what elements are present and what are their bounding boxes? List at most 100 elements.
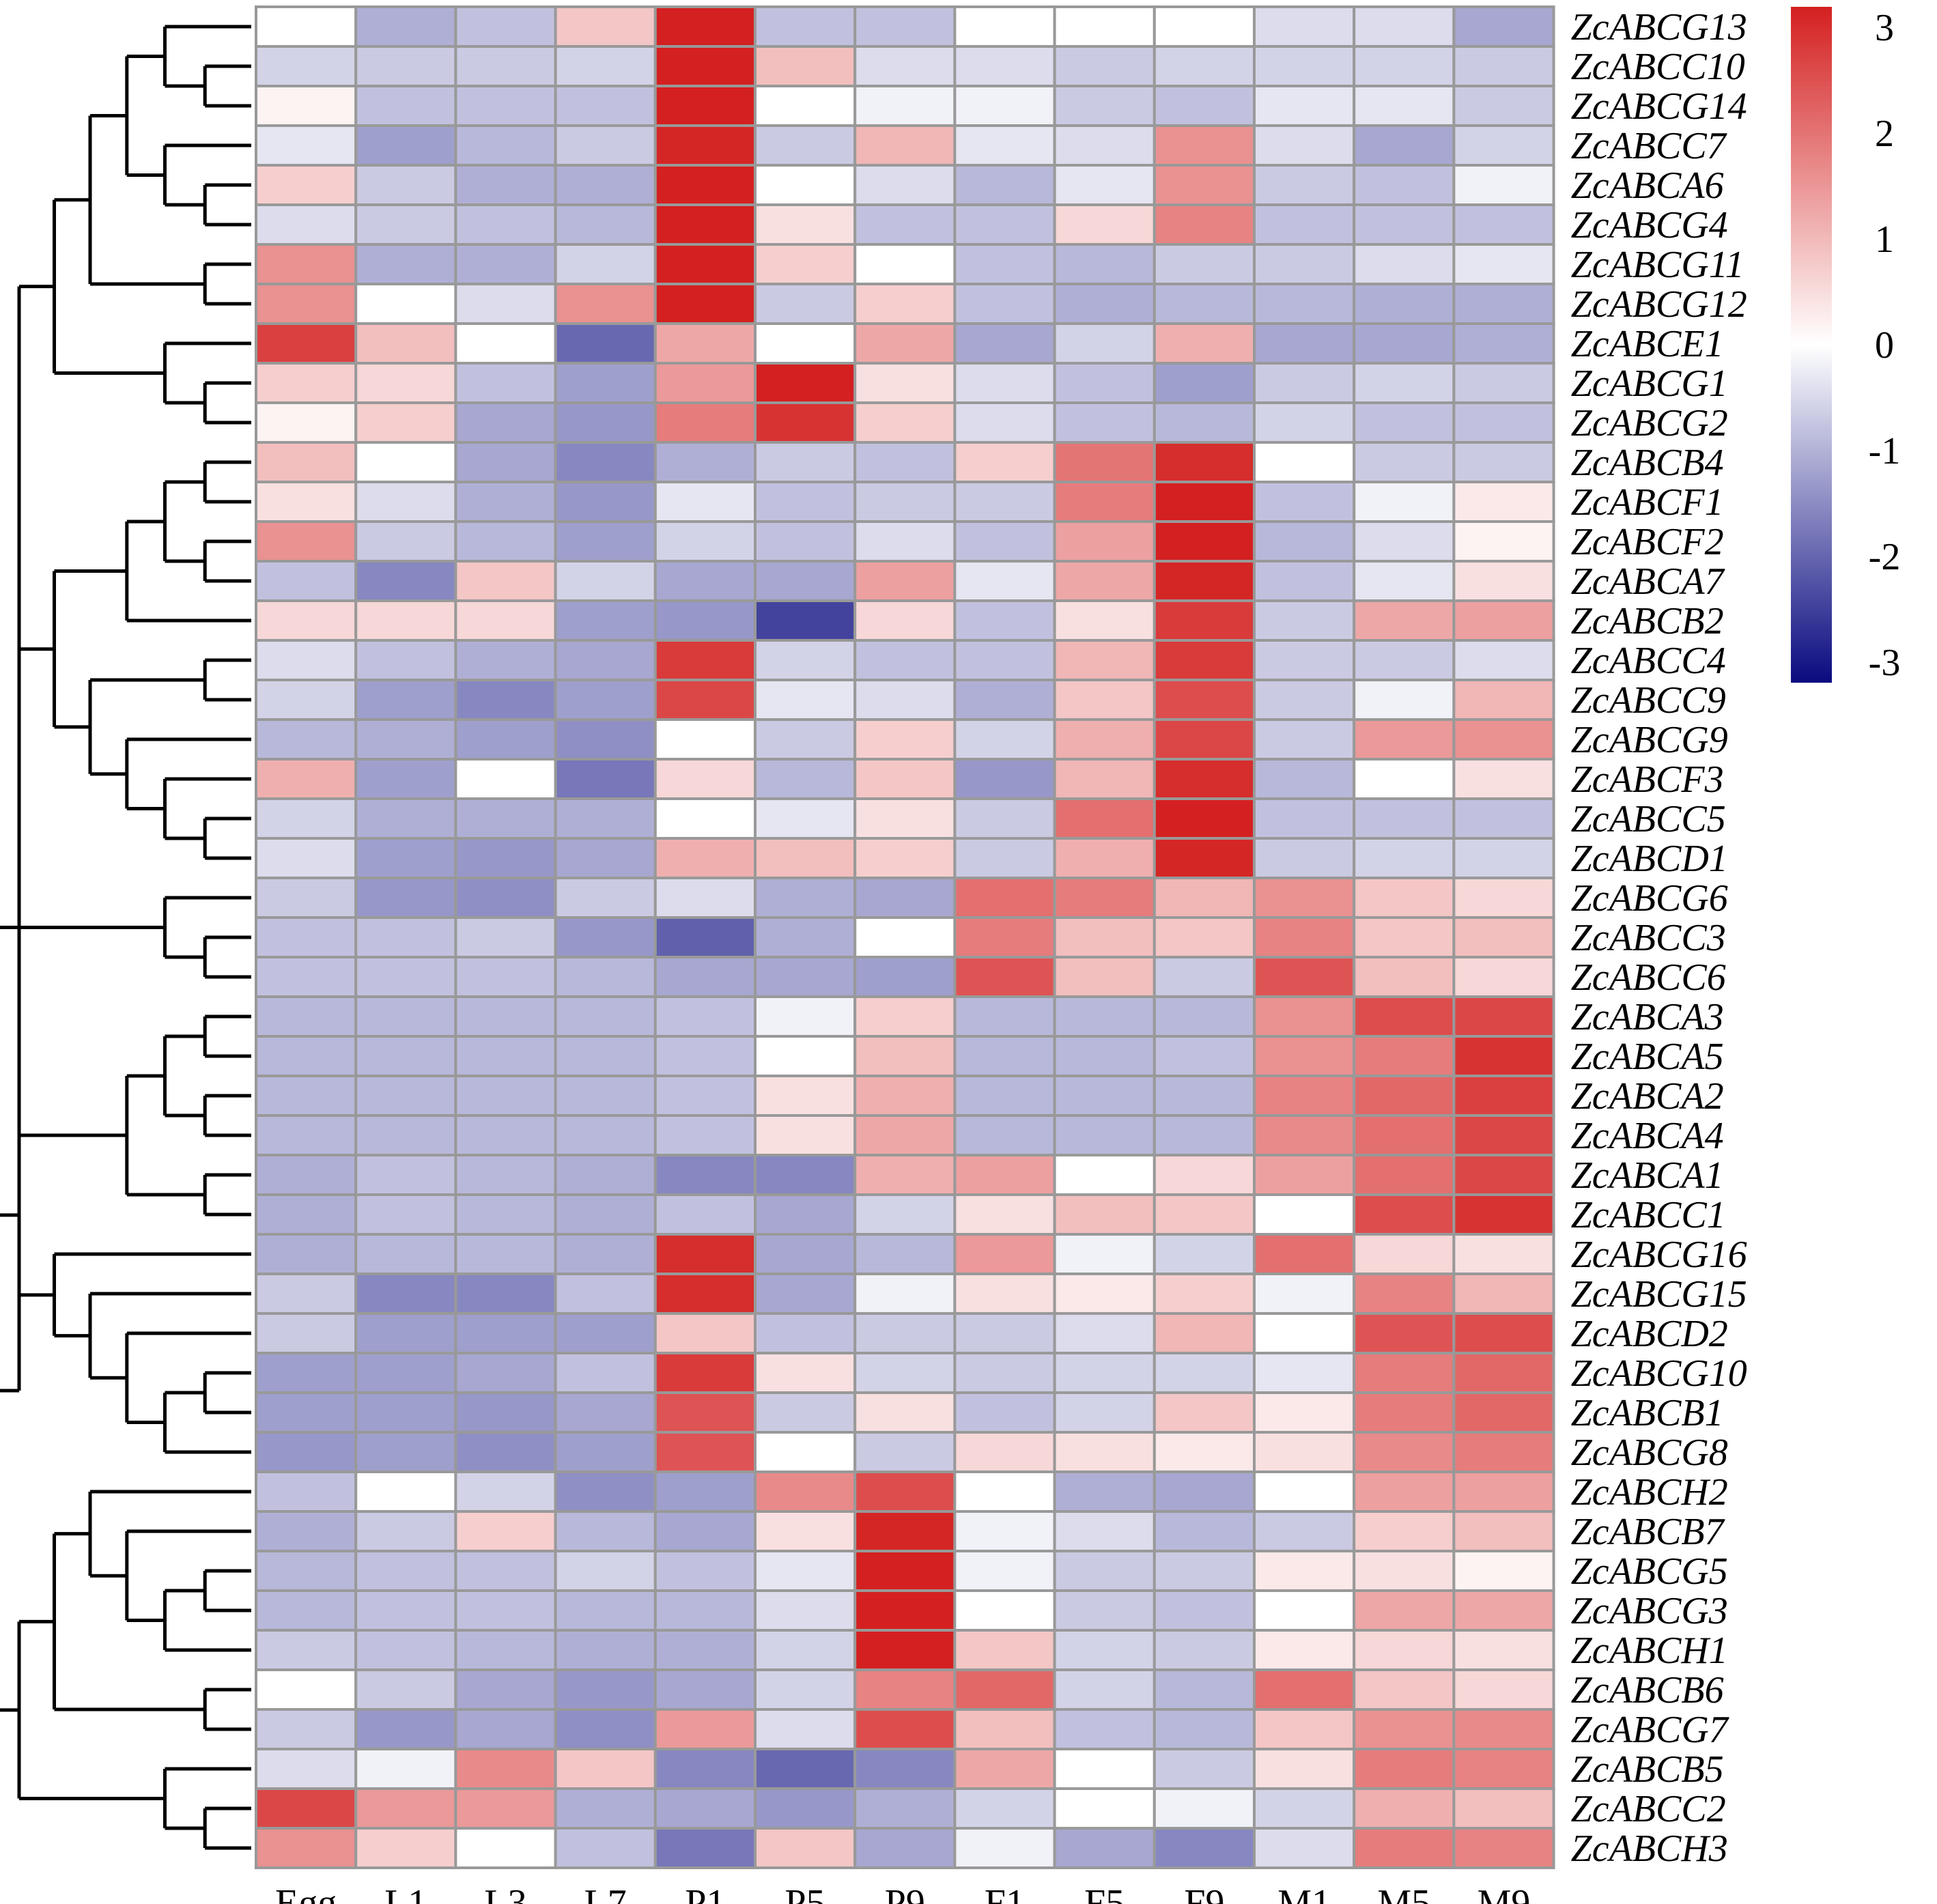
heatmap-cell bbox=[653, 243, 757, 285]
heatmap-cell bbox=[1053, 1312, 1156, 1354]
heatmap-cell bbox=[953, 1668, 1056, 1711]
heatmap-cell bbox=[953, 837, 1056, 879]
heatmap-cell bbox=[853, 1431, 957, 1473]
heatmap-cell bbox=[354, 1273, 457, 1315]
heatmap-cell bbox=[454, 1312, 557, 1354]
heatmap-cell bbox=[1353, 679, 1456, 721]
heatmap-cell bbox=[853, 1154, 957, 1196]
heatmap-cell bbox=[953, 85, 1056, 127]
heatmap-cell bbox=[255, 1154, 358, 1196]
heatmap-cell bbox=[653, 1273, 757, 1315]
heatmap-cell bbox=[354, 1787, 457, 1830]
heatmap-cell bbox=[1053, 1470, 1156, 1513]
heatmap-cell bbox=[1153, 1589, 1256, 1632]
heatmap-cell bbox=[454, 877, 557, 919]
heatmap-cell bbox=[554, 1391, 657, 1434]
heatmap-cell bbox=[953, 1154, 1056, 1196]
heatmap-cell bbox=[1353, 5, 1456, 48]
column-label: P5 bbox=[785, 1882, 825, 1904]
heatmap-cell bbox=[1253, 1154, 1356, 1196]
heatmap-cell bbox=[255, 1035, 358, 1077]
heatmap-cell bbox=[255, 1233, 358, 1275]
heatmap-cell bbox=[1353, 203, 1456, 246]
heatmap-cell bbox=[454, 1589, 557, 1632]
heatmap-cell bbox=[1153, 164, 1256, 206]
heatmap-cell bbox=[953, 283, 1056, 325]
heatmap-cell bbox=[1153, 124, 1256, 167]
heatmap-cell bbox=[554, 877, 657, 919]
heatmap-cell bbox=[853, 995, 957, 1038]
heatmap-cell bbox=[1353, 718, 1456, 761]
heatmap-cell bbox=[853, 1589, 957, 1632]
heatmap-cell bbox=[853, 758, 957, 800]
heatmap-cell bbox=[853, 1787, 957, 1830]
heatmap-cell bbox=[653, 1431, 757, 1473]
row-label: ZcABCG6 bbox=[1571, 877, 1728, 920]
heatmap-cell bbox=[853, 1629, 957, 1671]
row-label: ZcABCC4 bbox=[1571, 640, 1726, 682]
legend-tick-label: 0 bbox=[1875, 324, 1894, 367]
heatmap-cell bbox=[653, 124, 757, 167]
row-label: ZcABCG4 bbox=[1571, 204, 1728, 246]
color-legend: 3 2 1 0 -1 -2 -3 bbox=[1791, 7, 1900, 684]
heatmap-cell bbox=[454, 1431, 557, 1473]
heatmap-cell bbox=[1452, 1035, 1555, 1077]
heatmap-cell bbox=[1452, 758, 1555, 800]
column-label: M1 bbox=[1277, 1882, 1331, 1904]
heatmap-cell bbox=[1353, 401, 1456, 444]
heatmap-cell bbox=[653, 401, 757, 444]
heatmap-cell bbox=[1452, 1629, 1555, 1671]
heatmap-cell bbox=[1353, 1193, 1456, 1236]
heatmap-cell bbox=[1153, 322, 1256, 365]
heatmap-cell bbox=[1153, 1114, 1256, 1156]
heatmap-cell bbox=[953, 322, 1056, 365]
heatmap-cell bbox=[554, 1431, 657, 1473]
heatmap-cell bbox=[1253, 1629, 1356, 1671]
heatmap-cell bbox=[454, 679, 557, 721]
heatmap-cell bbox=[853, 441, 957, 483]
heatmap-cell bbox=[754, 164, 857, 206]
heatmap-cell bbox=[754, 837, 857, 879]
heatmap-cell bbox=[1053, 1827, 1156, 1869]
heatmap-cell bbox=[554, 1629, 657, 1671]
heatmap-cell bbox=[953, 1273, 1056, 1315]
heatmap-cell bbox=[754, 1748, 857, 1790]
heatmap-cell bbox=[354, 877, 457, 919]
heatmap-cell bbox=[1452, 1154, 1555, 1196]
heatmap-cell bbox=[1452, 995, 1555, 1038]
heatmap-cell bbox=[354, 1114, 457, 1156]
heatmap-cell bbox=[554, 1114, 657, 1156]
heatmap-cell bbox=[1153, 837, 1256, 879]
heatmap-cell bbox=[1253, 560, 1356, 602]
heatmap-cell bbox=[1153, 1510, 1256, 1552]
row-label: ZcABCG15 bbox=[1571, 1273, 1747, 1316]
heatmap-cell bbox=[255, 718, 358, 761]
heatmap-cell bbox=[1053, 1589, 1156, 1632]
row-label: ZcABCG14 bbox=[1571, 85, 1747, 128]
heatmap-cell bbox=[1353, 1787, 1456, 1830]
heatmap-cell bbox=[255, 877, 358, 919]
heatmap-cell bbox=[653, 362, 757, 404]
row-label: ZcABCF1 bbox=[1571, 481, 1724, 524]
heatmap-cell bbox=[1452, 718, 1555, 761]
heatmap-cell bbox=[1452, 243, 1555, 285]
heatmap-cell bbox=[554, 401, 657, 444]
heatmap-cell bbox=[354, 481, 457, 523]
heatmap-cell bbox=[454, 599, 557, 642]
legend-tick-label: 3 bbox=[1875, 7, 1894, 49]
heatmap-cell bbox=[953, 995, 1056, 1038]
heatmap-cell bbox=[1253, 1589, 1356, 1632]
heatmap-cell bbox=[1353, 322, 1456, 365]
heatmap-cell bbox=[754, 797, 857, 840]
heatmap-cell bbox=[653, 560, 757, 602]
heatmap-cell bbox=[653, 441, 757, 483]
heatmap-cell bbox=[953, 362, 1056, 404]
heatmap-cell bbox=[1053, 1391, 1156, 1434]
heatmap-cell bbox=[554, 639, 657, 681]
heatmap-cell bbox=[354, 1035, 457, 1077]
heatmap-cell bbox=[1452, 45, 1555, 87]
heatmap-cell bbox=[754, 45, 857, 87]
heatmap-cell bbox=[754, 1035, 857, 1077]
heatmap-cell bbox=[1452, 1352, 1555, 1394]
heatmap-cell bbox=[454, 45, 557, 87]
